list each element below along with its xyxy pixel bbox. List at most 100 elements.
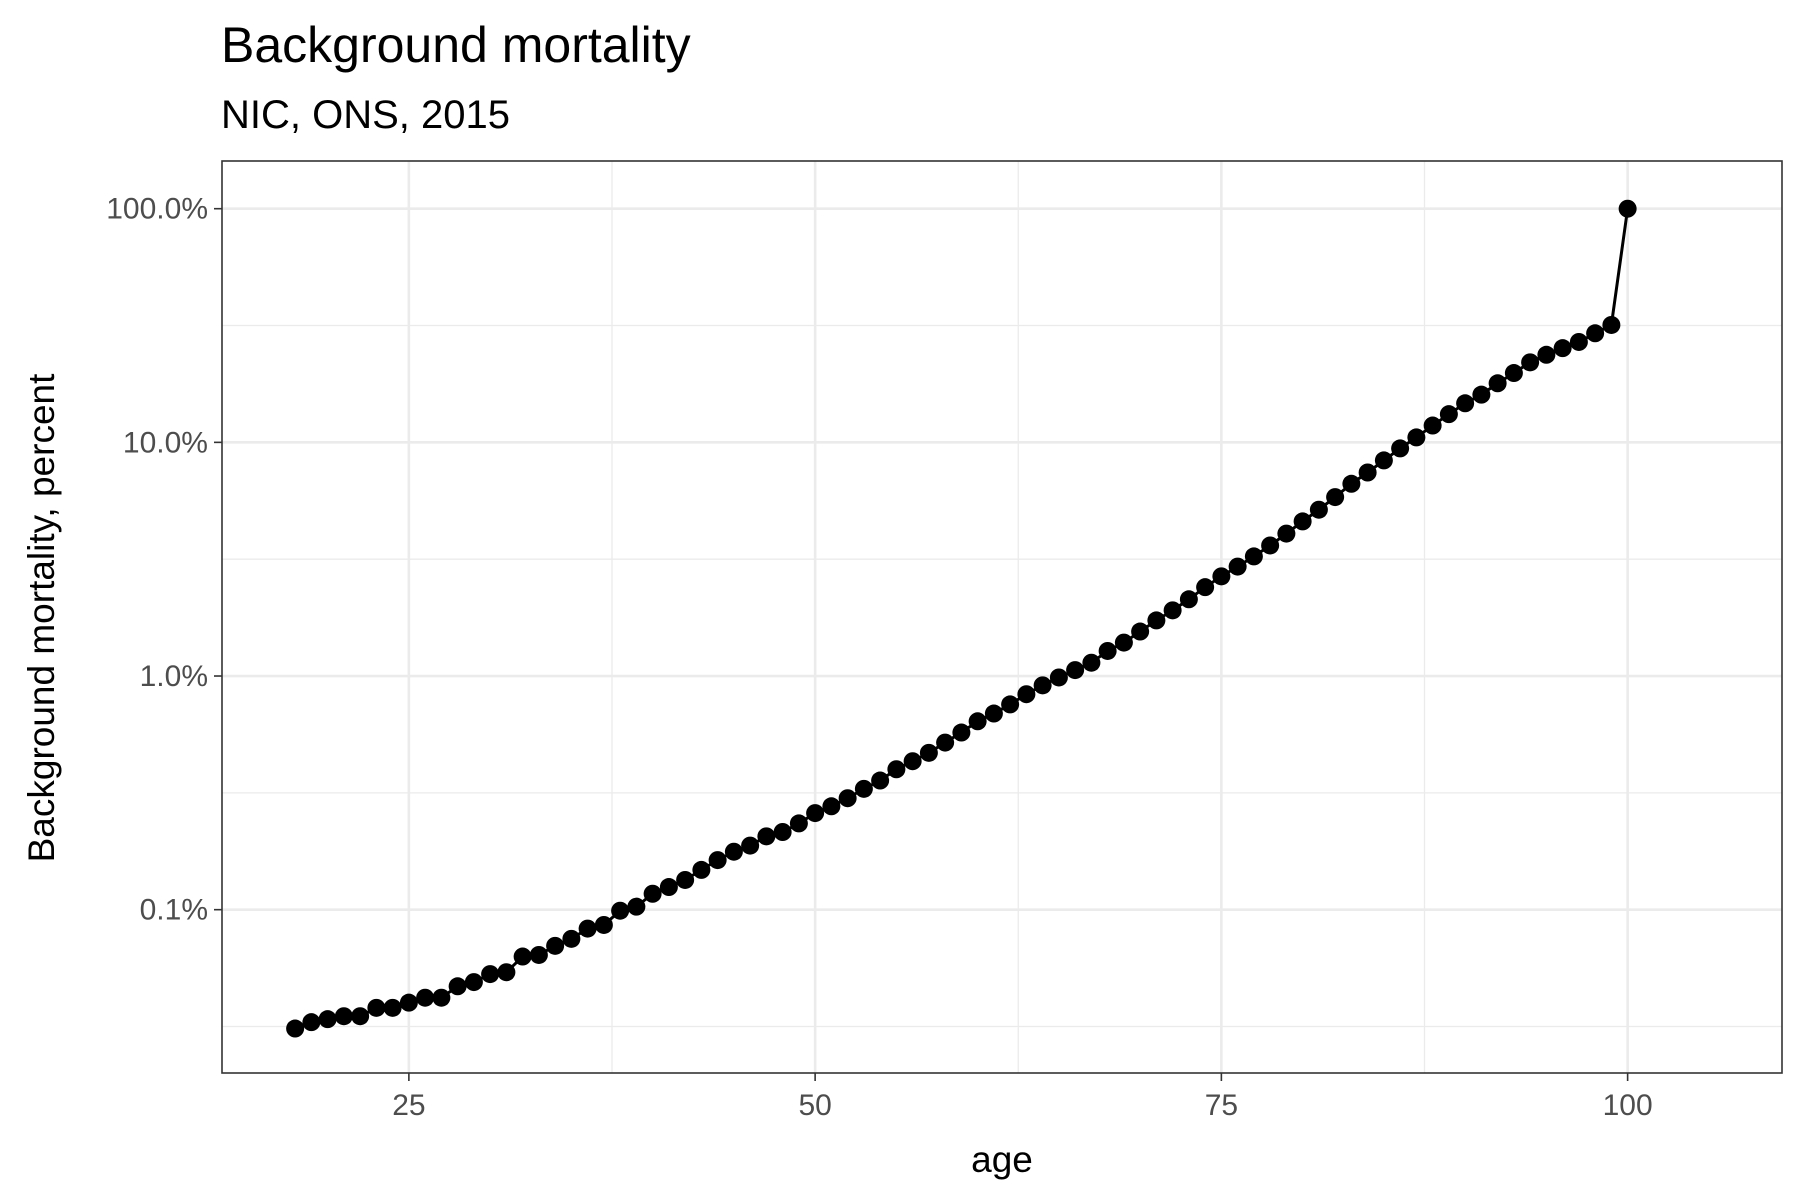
data-point [1033, 676, 1052, 695]
data-point [416, 988, 435, 1007]
data-point [497, 963, 516, 982]
data-point [919, 743, 938, 762]
y-axis: 0.1% 1.0% 10.0% 100.0% [106, 193, 222, 927]
data-point [789, 814, 808, 833]
data-point [1098, 641, 1117, 660]
data-point [1488, 374, 1507, 393]
data-point [854, 779, 873, 798]
data-point [838, 789, 857, 808]
data-point [1618, 199, 1637, 218]
data-point [1049, 668, 1068, 687]
data-point [1309, 500, 1328, 519]
data-point [773, 823, 792, 841]
y-tick-label: 10.0% [123, 426, 208, 459]
data-point [1472, 385, 1491, 404]
data-point [692, 860, 711, 879]
y-tick-label: 1.0% [140, 660, 208, 693]
data-point [984, 704, 1003, 723]
data-point [1326, 488, 1345, 507]
data-point [1277, 524, 1296, 543]
data-point [903, 752, 922, 771]
data-point [513, 947, 532, 966]
data-point [1196, 578, 1215, 597]
data-point [481, 965, 500, 984]
data-point [334, 1007, 353, 1026]
data-point [1342, 474, 1361, 493]
x-axis: 25 50 75 100 [392, 1073, 1653, 1122]
data-point [643, 884, 662, 903]
data-point [1391, 439, 1410, 458]
data-point [302, 1013, 321, 1032]
data-point [1521, 353, 1540, 372]
data-point [1147, 611, 1166, 630]
data-point [936, 733, 955, 752]
data-point [383, 998, 402, 1017]
data-point [546, 936, 565, 955]
data-point [448, 977, 467, 996]
data-point [1212, 567, 1231, 586]
data-point [952, 723, 971, 742]
x-tick-label: 75 [1205, 1089, 1238, 1122]
y-tick-label: 0.1% [140, 894, 208, 927]
data-point [1293, 512, 1312, 531]
data-point [806, 804, 825, 823]
data-point [1163, 601, 1182, 620]
data-point [1131, 622, 1150, 641]
data-point [1017, 685, 1036, 704]
data-point [757, 827, 776, 846]
data-point [286, 1019, 305, 1038]
data-point [367, 998, 386, 1017]
data-point [1179, 590, 1198, 609]
data-point [1228, 557, 1247, 576]
grid-minor [222, 161, 1782, 1073]
data-point [1553, 339, 1572, 358]
data-point [562, 929, 581, 948]
data-point [1082, 653, 1101, 672]
data-point [1456, 394, 1475, 413]
panel-background [222, 161, 1782, 1073]
x-axis-title: age [971, 1139, 1033, 1180]
panel-border [221, 160, 1783, 1074]
data-point [1504, 364, 1523, 383]
data-point [432, 988, 451, 1007]
y-axis-title: Background mortality, percent [21, 373, 62, 862]
chart-subtitle: NIC, ONS, 2015 [221, 93, 510, 137]
data-point [318, 1010, 337, 1029]
chart-title: Background mortality [221, 17, 691, 73]
data-point [968, 712, 987, 731]
data-point [871, 771, 890, 790]
data-point [578, 919, 597, 938]
data-point [1569, 332, 1588, 351]
data-point [724, 842, 743, 861]
data-point [1261, 536, 1280, 555]
data-point [1374, 451, 1393, 470]
data-point [822, 797, 841, 816]
data-point [1439, 405, 1458, 424]
data-point [1407, 428, 1426, 447]
data-point [659, 878, 678, 897]
data-point [708, 851, 727, 870]
data-point [611, 901, 630, 920]
data-point [1066, 661, 1085, 680]
data-point [741, 836, 760, 855]
x-tick-label: 50 [798, 1089, 831, 1122]
data-point [627, 897, 646, 916]
data-point [1244, 547, 1263, 566]
data-point [676, 870, 695, 889]
data-point [1001, 695, 1020, 714]
data-point [529, 945, 548, 964]
data-point [351, 1007, 370, 1026]
data-point [1423, 416, 1442, 435]
data-point [1114, 633, 1133, 652]
plot-panel [221, 160, 1783, 1074]
data-point [464, 973, 483, 992]
data-point [1537, 345, 1556, 364]
data-point [594, 915, 613, 934]
data-point [887, 760, 906, 779]
grid-major [222, 161, 1782, 1073]
y-tick-label: 100.0% [106, 193, 208, 226]
data-point [1602, 315, 1621, 334]
x-tick-label: 25 [392, 1089, 425, 1122]
data-point [1358, 463, 1377, 482]
